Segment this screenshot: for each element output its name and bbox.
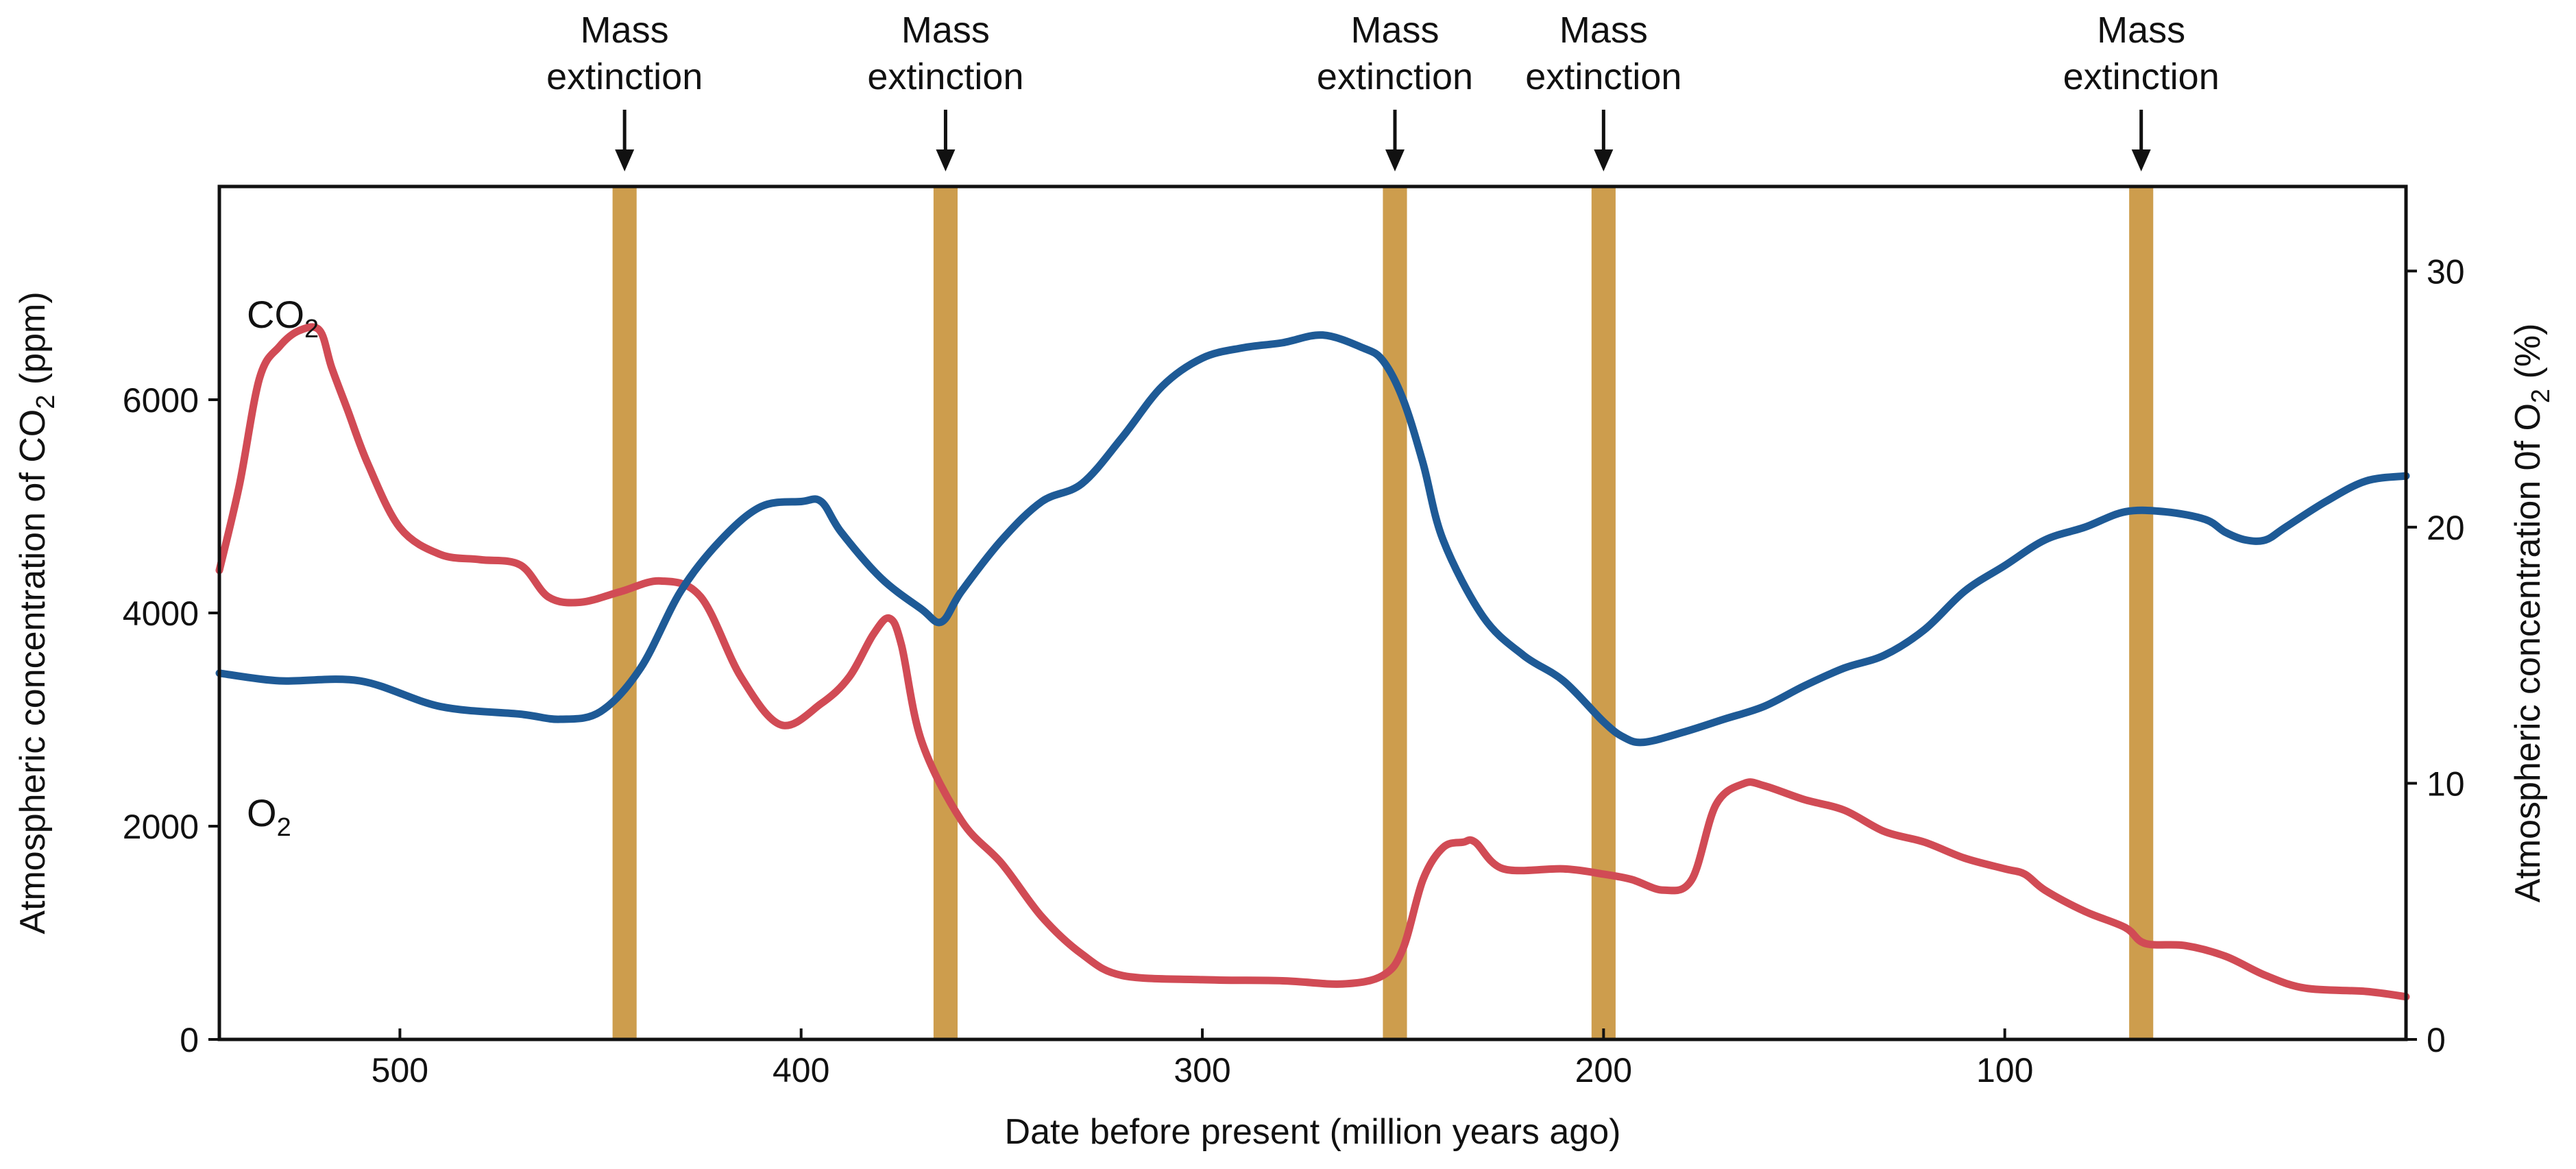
y-left-axis-title: Atmospheric concentration of CO2 (ppm) <box>13 291 60 934</box>
extinction-label-line2: extinction <box>546 56 703 97</box>
extinction-label-line1: Mass <box>1559 10 1648 51</box>
extinction-arrow-head <box>1594 149 1614 171</box>
y-right-tick-label: 0 <box>2427 1021 2446 1059</box>
y-right-tick-label: 10 <box>2427 764 2465 803</box>
y-right-axis-title: Atmospheric concentration 0f O2 (%) <box>2508 324 2555 903</box>
extinction-band <box>2129 186 2154 1039</box>
o2-line <box>215 331 2410 747</box>
extinction-label-line2: extinction <box>867 56 1023 97</box>
extinction-arrow-head <box>1385 149 1405 171</box>
y-left-tick-label: 6000 <box>123 381 199 420</box>
co2-line <box>215 323 2410 1001</box>
extinction-arrow-head <box>2131 149 2151 171</box>
extinction-label-line2: extinction <box>2063 56 2220 97</box>
x-tick-label: 400 <box>773 1051 829 1089</box>
extinction-label-line1: Mass <box>1350 10 1439 51</box>
y-left-tick-label: 4000 <box>123 594 199 633</box>
axis-ticks: 500 400 300 200 100 0 2000 4000 6000 0 10 20 30 <box>123 252 2465 1089</box>
x-tick-label: 500 <box>372 1051 428 1089</box>
co2-series-label: CO2 <box>247 293 319 344</box>
x-tick-label: 300 <box>1174 1051 1230 1089</box>
extinction-band <box>1383 186 1407 1039</box>
y-left-tick-label: 2000 <box>123 808 199 846</box>
y-right-tick-label: 30 <box>2427 252 2465 291</box>
extinction-band <box>612 186 637 1039</box>
extinction-arrow-head <box>936 149 956 171</box>
y-left-tick-label: 0 <box>180 1021 199 1059</box>
y-right-tick-label: 20 <box>2427 509 2465 547</box>
x-axis-title: Date before present (million years ago) <box>1005 1112 1621 1152</box>
extinction-band <box>1591 186 1616 1039</box>
extinction-label-line1: Mass <box>2097 10 2185 51</box>
annotations: Mass extinction Mass extinction Mass extincti… <box>546 10 2220 171</box>
o2-series-label: O2 <box>247 791 291 842</box>
extinction-arrow-head <box>615 149 635 171</box>
series-lines <box>215 323 2410 1001</box>
extinction-bands <box>612 186 2154 1039</box>
extinction-label-line1: Mass <box>901 10 990 51</box>
x-tick-label: 100 <box>1976 1051 2033 1089</box>
extinction-label-line2: extinction <box>1317 56 1473 97</box>
extinction-label-line1: Mass <box>581 10 669 51</box>
x-tick-label: 200 <box>1575 1051 1632 1089</box>
extinction-label-line2: extinction <box>1525 56 1681 97</box>
